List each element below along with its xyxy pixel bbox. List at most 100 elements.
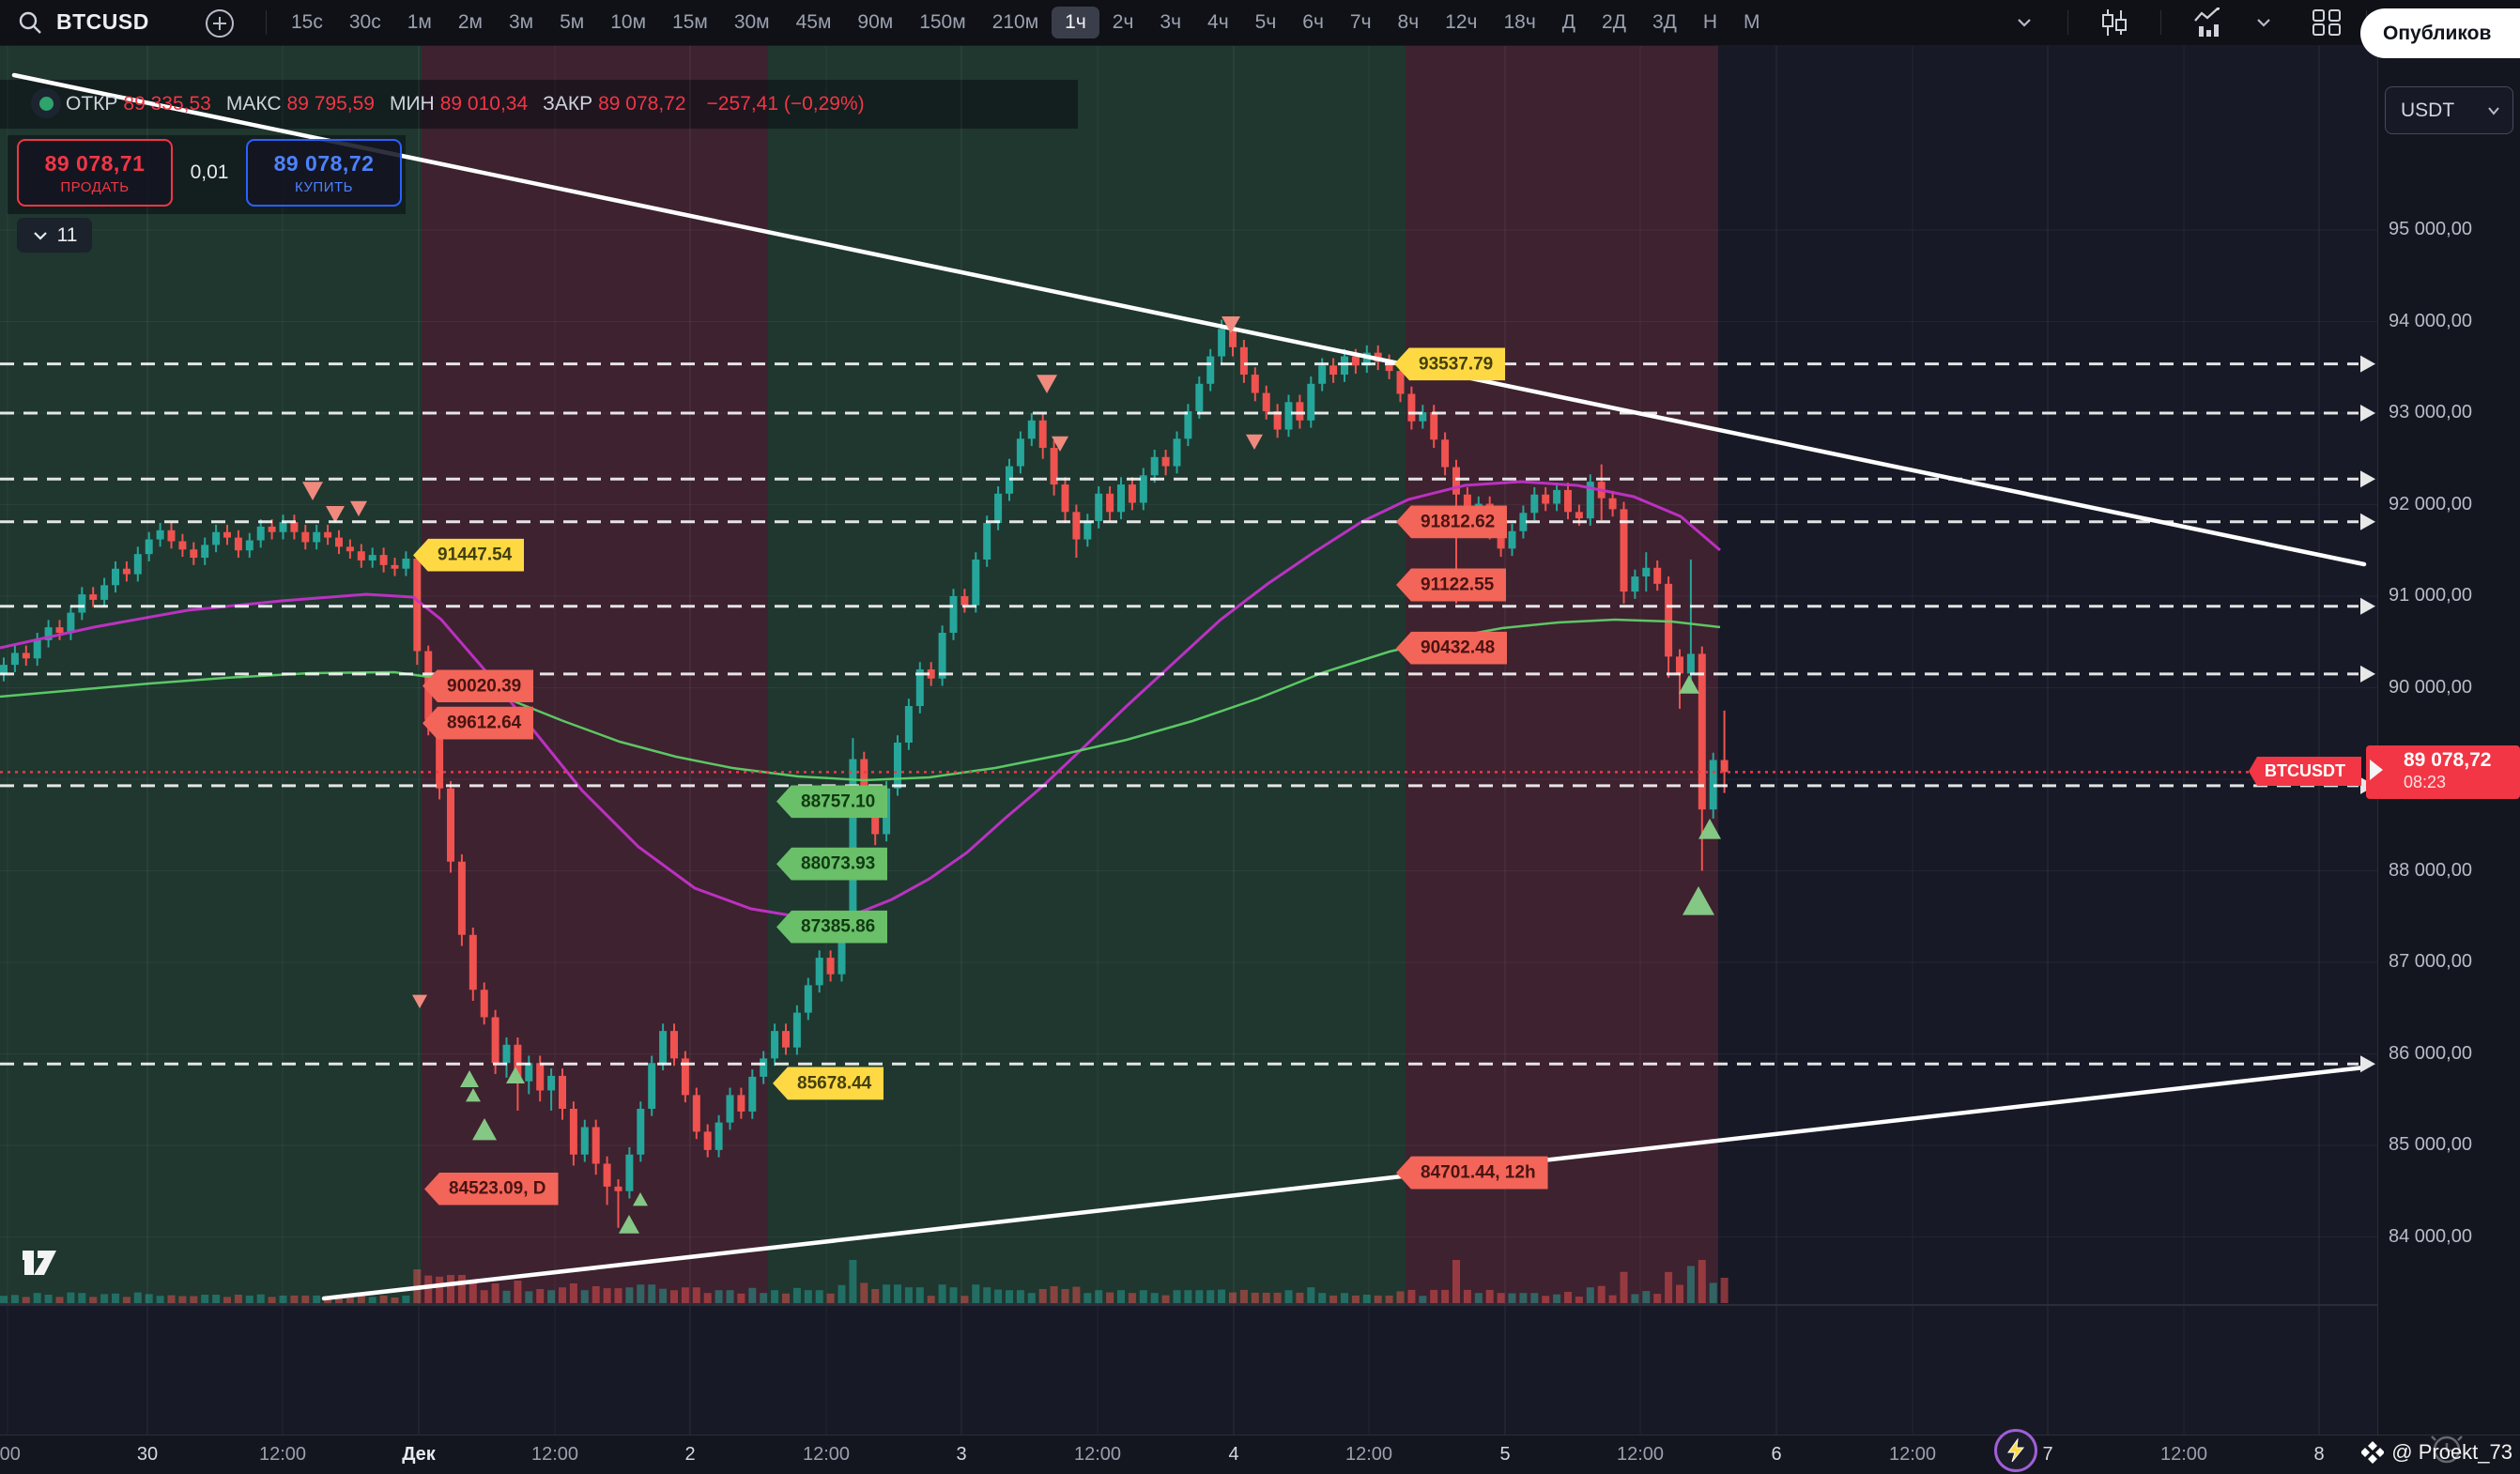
price-tag[interactable]: 89612.64: [423, 706, 534, 740]
buy-marker-icon[interactable]: [1683, 886, 1714, 915]
quick-trade-button[interactable]: [1994, 1429, 2037, 1472]
timeframe-М[interactable]: М: [1744, 11, 1760, 33]
timeframe-5ч[interactable]: 5ч: [1254, 11, 1277, 33]
candle: [1117, 484, 1125, 513]
timeframe-3Д[interactable]: 3Д: [1652, 11, 1677, 33]
time-tick: 12:00: [258, 1444, 307, 1465]
timeframe-7ч[interactable]: 7ч: [1349, 11, 1372, 33]
candle: [22, 653, 30, 659]
publish-button[interactable]: Опубликов: [2360, 8, 2520, 58]
buy-marker-icon[interactable]: [619, 1215, 639, 1234]
price-tag[interactable]: 88073.93: [776, 847, 888, 881]
timeframe-90м[interactable]: 90м: [857, 11, 894, 33]
pane-separator[interactable]: [0, 1304, 2377, 1306]
indicators-collapse-badge[interactable]: 11: [17, 218, 92, 253]
price-tag[interactable]: 90020.39: [423, 669, 534, 702]
candle: [346, 546, 354, 552]
sell-marker-icon[interactable]: [412, 994, 427, 1008]
sell-marker-icon[interactable]: [1222, 316, 1240, 333]
search-icon[interactable]: [17, 9, 43, 36]
price-tag[interactable]: 90432.48: [1396, 631, 1508, 665]
candle: [760, 1058, 768, 1077]
candle: [491, 1017, 499, 1064]
layout-grid-icon[interactable]: [2312, 8, 2342, 37]
timeframe-Н[interactable]: Н: [1702, 11, 1718, 33]
price-tag[interactable]: 91812.62: [1396, 505, 1508, 539]
quantity-field[interactable]: 0,01: [190, 161, 229, 183]
timeframe-2Д[interactable]: 2Д: [1602, 11, 1626, 33]
trendline[interactable]: [321, 1065, 2367, 1301]
candle: [402, 559, 410, 569]
timeframe-1ч[interactable]: 1ч: [1052, 7, 1099, 38]
price-tag[interactable]: 91447.54: [413, 538, 525, 572]
buy-marker-icon[interactable]: [1698, 819, 1721, 839]
symbol-name[interactable]: BTCUSD: [56, 9, 149, 34]
indicators-icon[interactable]: [2193, 8, 2225, 38]
timeframe-2ч[interactable]: 2ч: [1112, 11, 1134, 33]
sell-marker-icon[interactable]: [1052, 436, 1068, 452]
timeframe-12ч[interactable]: 12ч: [1445, 11, 1478, 33]
currency-selector[interactable]: USDT: [2385, 86, 2513, 134]
timeframe-210м[interactable]: 210м: [991, 11, 1039, 33]
candle: [469, 934, 477, 990]
buy-button[interactable]: 89 078,72 КУПИТЬ: [246, 139, 402, 207]
trendline[interactable]: [11, 72, 2367, 567]
timeframe-15с[interactable]: 15с: [291, 11, 323, 33]
chart-style-candles-icon[interactable]: [2099, 8, 2129, 37]
candle: [1620, 509, 1628, 592]
timeframe-5м[interactable]: 5м: [560, 11, 585, 33]
sell-marker-icon[interactable]: [302, 482, 323, 500]
timeframe-30м[interactable]: 30м: [733, 11, 770, 33]
candle: [849, 759, 857, 930]
buy-marker-icon[interactable]: [460, 1070, 479, 1087]
timeframe-1м[interactable]: 1м: [407, 11, 432, 33]
timeframe-8ч[interactable]: 8ч: [1397, 11, 1420, 33]
price-tick: 91 000,00: [2389, 585, 2472, 606]
timeframe-3м[interactable]: 3м: [508, 11, 534, 33]
timeframe-3ч[interactable]: 3ч: [1160, 11, 1182, 33]
timeframe-2м[interactable]: 2м: [457, 11, 483, 33]
price-tag[interactable]: 87385.86: [776, 910, 888, 944]
timeframe-18ч[interactable]: 18ч: [1503, 11, 1536, 33]
add-symbol-icon[interactable]: [204, 8, 236, 39]
timeframe-150м[interactable]: 150м: [919, 11, 966, 33]
candle: [67, 612, 75, 633]
price-tag[interactable]: 91122.55: [1396, 568, 1507, 602]
timeframe-30с[interactable]: 30с: [348, 11, 381, 33]
buy-marker-icon[interactable]: [472, 1118, 497, 1141]
timeframe-4ч[interactable]: 4ч: [1207, 11, 1229, 33]
timeframe-Д[interactable]: Д: [1561, 11, 1576, 33]
price-tag[interactable]: 85678.44: [773, 1067, 884, 1100]
price-axis[interactable]: 95 000,00 94 000,00 93 000,00 92 000,00 91 0…: [2377, 45, 2520, 1435]
buy-marker-icon[interactable]: [1679, 675, 1699, 694]
price-tag[interactable]: 84523.09, D: [424, 1172, 559, 1205]
price-tag[interactable]: 88757.10: [776, 785, 888, 819]
buy-marker-icon[interactable]: [506, 1067, 525, 1083]
sell-marker-icon[interactable]: [1246, 434, 1263, 450]
time-axis[interactable]: :00 30 12:00 Дек 12:00 2 12:00 3 12:00 4 12:00 5 12:…: [0, 1435, 2520, 1474]
tradingview-logo[interactable]: [21, 1245, 58, 1279]
go-to-realtime-icon[interactable]: [2370, 760, 2383, 780]
price-tick: 87 000,00: [2389, 951, 2472, 972]
sell-marker-icon[interactable]: [350, 500, 367, 516]
chevron-down-icon: [33, 231, 47, 240]
sell-button[interactable]: 89 078,71 ПРОДАТЬ: [17, 139, 173, 207]
price-tag[interactable]: 84701.44, 12h: [1396, 1156, 1548, 1190]
symbol-status-dot[interactable]: [31, 88, 61, 118]
timeframe-10м[interactable]: 10м: [610, 11, 647, 33]
candle: [1296, 402, 1304, 421]
timeframe-15м[interactable]: 15м: [672, 11, 708, 33]
price-tag[interactable]: 93537.79: [1394, 347, 1506, 381]
ma-fast[interactable]: [0, 480, 1721, 920]
sell-marker-icon[interactable]: [1037, 375, 1057, 393]
buy-marker-icon[interactable]: [466, 1088, 481, 1102]
sell-marker-icon[interactable]: [326, 506, 345, 523]
buy-marker-icon[interactable]: [633, 1192, 648, 1206]
timeframe-6ч[interactable]: 6ч: [1302, 11, 1324, 33]
timeframe-45м[interactable]: 45м: [795, 11, 832, 33]
chevron-down-icon[interactable]: [2253, 13, 2274, 32]
chevron-down-icon[interactable]: [2014, 13, 2035, 32]
candle: [670, 1031, 678, 1059]
candle: [1050, 448, 1058, 485]
